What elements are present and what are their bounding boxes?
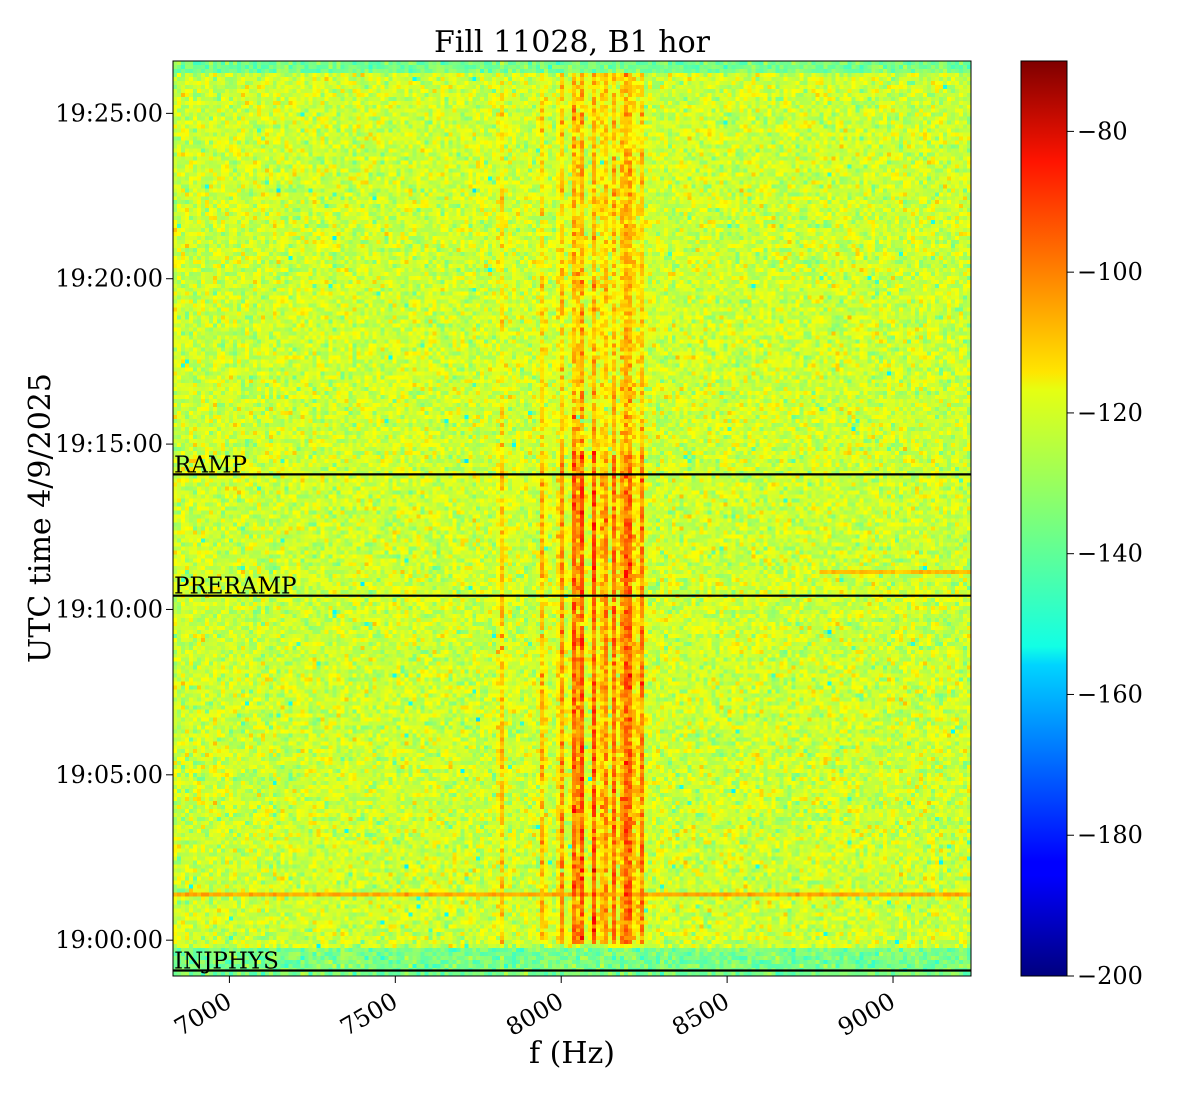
- colorbar-tick-label: −120: [1077, 399, 1143, 427]
- y-axis: 19:00:00 19:05:00 19:10:00 19:15:00 19:20:00…: [55, 99, 173, 954]
- event-label-preramp: PRERAMP: [174, 574, 297, 600]
- y-tick-label: 19:00:00: [55, 926, 163, 954]
- colorbar-tick-label: −180: [1077, 821, 1143, 849]
- colorbar-ticks: −80 −100 −120 −140 −160 −180 −200: [1067, 117, 1143, 990]
- y-tick-label: 19:10:00: [55, 595, 163, 623]
- plot-frame: [172, 60, 972, 977]
- colorbar-tick-label: −100: [1077, 258, 1143, 286]
- x-tick-label: 7500: [335, 987, 402, 1042]
- x-axis: 7000 7500 8000 8500 9000: [170, 976, 900, 1042]
- colorbar-tick-label: −200: [1077, 962, 1143, 990]
- event-label-ramp: RAMP: [174, 452, 247, 478]
- event-markers: RAMP PRERAMP INJPHYS: [173, 452, 971, 974]
- colorbar-tick-label: −80: [1077, 117, 1128, 145]
- x-axis-label: f (Hz): [529, 1036, 615, 1071]
- y-tick-label: 19:25:00: [55, 99, 163, 127]
- plot-area: [173, 61, 971, 976]
- y-axis-label: UTC time 4/9/2025: [23, 373, 58, 663]
- y-tick-label: 19:20:00: [55, 265, 163, 293]
- y-tick-label: 19:05:00: [55, 761, 163, 789]
- y-tick-label: 19:15:00: [55, 430, 163, 458]
- colorbar-tick-label: −140: [1077, 540, 1143, 568]
- colorbar: −80 −100 −120 −140 −160 −180 −200: [1020, 60, 1143, 990]
- colorbar-tick-label: −160: [1077, 680, 1143, 708]
- x-tick-label: 7000: [170, 987, 237, 1042]
- spectrogram-heatmap: [173, 61, 971, 976]
- x-tick-label: 9000: [833, 987, 900, 1042]
- colorbar-gradient: [1020, 60, 1068, 977]
- event-label-injphys: INJPHYS: [174, 948, 279, 974]
- chart-title: Fill 11028, B1 hor: [434, 25, 711, 60]
- x-tick-label: 8000: [501, 987, 568, 1042]
- x-tick-label: 8500: [667, 987, 734, 1042]
